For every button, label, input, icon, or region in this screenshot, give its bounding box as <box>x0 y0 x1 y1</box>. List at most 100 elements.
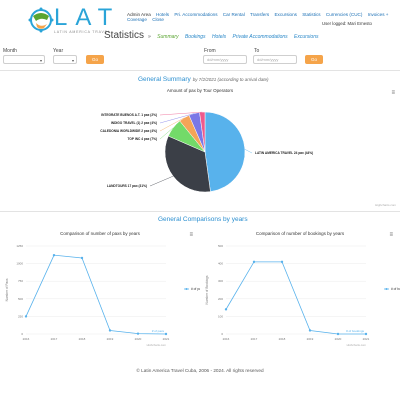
pie-connector <box>159 117 185 132</box>
nav-item-invoices[interactable]: Invoices + <box>367 12 389 17</box>
nav-item-close[interactable]: Close <box>152 17 164 22</box>
pie-data-label: LANDTOURS 17 pax (31%) <box>107 184 147 188</box>
subnav-separator: » <box>148 34 151 40</box>
legend-symbol <box>385 288 388 290</box>
x-tick-label: 2017 <box>251 337 258 341</box>
pie-slice[interactable] <box>164 135 211 193</box>
chevron-down-icon: ▾ <box>39 58 42 63</box>
chart-credit[interactable]: Highcharts.com <box>375 203 396 207</box>
legend-item[interactable]: # of bookings <box>391 287 400 291</box>
go-button-range[interactable]: Go <box>305 55 323 64</box>
data-point[interactable] <box>308 329 312 332</box>
data-point[interactable] <box>80 256 84 260</box>
series-end-label: # of bookings <box>346 329 364 333</box>
pie-slice[interactable] <box>204 111 246 192</box>
legend-symbol <box>185 288 188 290</box>
data-point[interactable] <box>280 260 284 264</box>
month-select[interactable]: ▾ <box>3 55 45 64</box>
y-tick-label: 300 <box>218 279 223 283</box>
data-point[interactable] <box>108 329 112 332</box>
chart-credit[interactable]: Highcharts.com <box>147 343 167 346</box>
x-tick-label: 2017 <box>51 337 58 341</box>
tab-bookings[interactable]: Bookings <box>184 34 206 40</box>
year-select[interactable]: ▾ <box>53 55 77 64</box>
tab-hotels[interactable]: Hotels <box>211 34 227 40</box>
nav-item-car-rental[interactable]: Car Rental <box>222 12 245 17</box>
x-tick-label: 2018 <box>79 337 86 341</box>
from-date-input[interactable]: dd/mm/yyyy <box>203 55 247 64</box>
footer-copyright: © Latin America Travel Cuba, 2006 - 2024… <box>136 368 264 373</box>
pie-data-label: TOP INC 4 pax (7%) <box>128 137 157 141</box>
y-tick-label: 1250 <box>16 244 23 248</box>
chart-menu-icon[interactable]: ≡ <box>189 232 193 238</box>
data-point[interactable] <box>24 315 28 318</box>
chart-credit[interactable]: Highcharts.com <box>347 343 367 346</box>
chart-title: Comparison of number of paxs by years <box>60 231 141 236</box>
summary-heading: General Summary by 7/2/2021 (according to… <box>138 76 269 83</box>
from-label: From <box>204 48 216 54</box>
tab-excursions[interactable]: Excursions <box>294 34 319 40</box>
x-tick-label: 2016 <box>23 337 30 341</box>
comparisons-title: General Comparisons by years <box>158 216 248 223</box>
chart-menu-icon[interactable]: ≡ <box>389 232 393 238</box>
page-title: Statistics <box>104 30 145 41</box>
y-tick-label: 500 <box>218 244 223 248</box>
logged-user: User logged: Mari Ernesto <box>322 21 372 26</box>
data-point[interactable] <box>52 253 56 257</box>
data-point[interactable] <box>224 308 228 311</box>
line-chart-bookings: Comparison of number of bookings by year… <box>205 231 400 346</box>
tab-summary[interactable]: Summary <box>157 34 179 40</box>
x-tick-label: 2021 <box>363 337 370 341</box>
chart-menu-icon[interactable]: ≡ <box>391 90 395 96</box>
nav-item-transfers[interactable]: Transfers <box>249 12 270 17</box>
legend-item[interactable]: # of paxs <box>191 287 200 291</box>
pie-data-label: INTEGRATE BUENOS A.T. 1 pax (2%) <box>101 113 157 117</box>
nav-item-currencies[interactable]: Currencies (CUC) <box>325 12 363 17</box>
pie-data-label: INDIGO TRAVEL (1) 2 pax (4%) <box>111 121 157 125</box>
top-nav: Admin Area Hotels Pri. Accommodations Ca… <box>127 12 397 22</box>
pie-data-label: LATIN AMERICA TRAVEL 24 pax (44%) <box>255 151 313 155</box>
chevron-down-icon: ▾ <box>71 58 74 63</box>
data-point[interactable] <box>136 332 140 335</box>
y-axis-label: Number of Paxs <box>5 278 9 301</box>
series-end-label: # of paxs <box>152 329 165 333</box>
nav-item-private-accommodations[interactable]: Pri. Accommodations <box>174 12 218 17</box>
summary-title: General Summary <box>138 76 191 83</box>
month-label: Month <box>3 48 17 54</box>
series-line <box>225 261 366 335</box>
to-date-input[interactable]: dd/mm/yyyy <box>253 55 297 64</box>
y-tick-label: 1000 <box>16 262 23 266</box>
x-tick-label: 2016 <box>223 337 230 341</box>
y-tick-label: 500 <box>18 297 23 301</box>
y-tick-label: 400 <box>218 262 223 266</box>
data-point[interactable] <box>164 332 168 336</box>
pie-chart: Amount of pax by Tour Operators ≡ LATIN … <box>100 88 396 207</box>
data-point[interactable] <box>364 332 368 336</box>
series-line <box>25 254 167 335</box>
logo[interactable]: LAT LATIN AMERICA TRAVEL <box>28 4 121 34</box>
nav-item-statistics[interactable]: Statistics <box>302 12 321 17</box>
nav-item-excursions[interactable]: Excursions <box>274 12 297 17</box>
chart-title: Comparison of number of bookings by year… <box>256 231 345 236</box>
nav-item-admin-area[interactable]: Admin Area <box>127 12 151 17</box>
pie-data-label: CALEDONIA WORLDWIDE 2 pax (4%) <box>100 129 157 133</box>
y-axis-label: Number of Bookings <box>205 275 209 304</box>
y-tick-label: 200 <box>218 297 223 301</box>
divider <box>0 211 400 212</box>
year-label: Year <box>53 48 64 54</box>
y-tick-label: 250 <box>18 314 23 318</box>
data-point[interactable] <box>336 332 340 336</box>
nav-item-coverage[interactable]: Coverage <box>127 17 147 22</box>
line-chart-paxs: Comparison of number of paxs by years ≡02… <box>5 231 200 346</box>
y-tick-label: 0 <box>21 332 23 336</box>
brand-name: LAT <box>54 4 121 31</box>
go-button-month[interactable]: Go <box>86 55 104 64</box>
x-tick-label: 2018 <box>279 337 286 341</box>
nav-item-hotels[interactable]: Hotels <box>156 12 170 17</box>
data-point[interactable] <box>252 260 256 264</box>
tab-private-accommodations[interactable]: Private Accommodations <box>232 34 288 40</box>
y-tick-label: 0 <box>221 332 223 336</box>
to-label: To <box>254 48 260 54</box>
globe-logo-icon <box>28 7 54 33</box>
divider <box>0 70 400 71</box>
